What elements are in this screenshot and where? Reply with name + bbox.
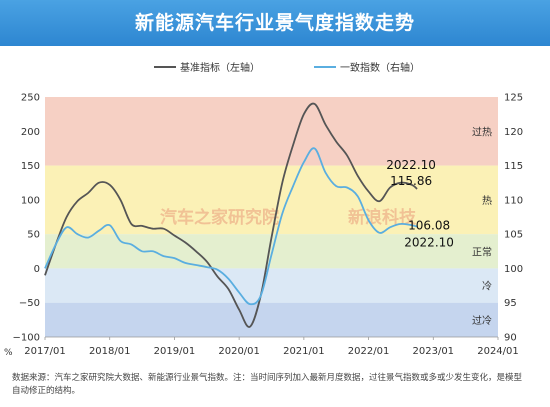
right-tick-label-6: 120: [504, 127, 523, 138]
annotation-consistent-date: 2022.10: [404, 236, 454, 250]
left-tick-label-4: 100: [21, 195, 40, 206]
zone-band-4: [45, 302, 498, 337]
legend-label-1: 一致指数（右轴）: [340, 61, 420, 74]
left-tick-label-2: 0: [34, 264, 40, 275]
x-tick-label-7: 2024/01: [477, 346, 519, 357]
left-tick-label-7: 250: [21, 93, 40, 104]
annotation-layer: 2022.10 115.86 106.08 2022.10: [386, 158, 454, 250]
x-tick-label-6: 2023/01: [413, 346, 455, 357]
left-axis-unit: %: [4, 348, 13, 358]
series-line-1: [44, 147, 418, 306]
zone-label-4: 过冷: [472, 314, 492, 327]
left-tick-label-3: 50: [27, 230, 40, 241]
zone-band-3: [45, 268, 498, 303]
legend-layer: 基准指标（左轴） 一致指数（右轴）: [154, 61, 420, 74]
right-tick-label-2: 100: [504, 264, 523, 275]
x-tick-label-5: 2022/01: [348, 346, 390, 357]
series-line-0: [44, 102, 418, 328]
zone-label-0: 过热: [472, 125, 492, 138]
right-tick-label-5: 115: [504, 161, 523, 172]
zone-label-3: 冷: [482, 280, 492, 293]
x-tick-label-2: 2019/01: [154, 346, 196, 357]
footnote-line-1: 数据来源：汽车之家研究院大数据、新能源行业景气指数。注：当时间序列加入最新月度数…: [12, 373, 523, 383]
chart-title: 新能源汽车行业景气度指数走势: [0, 0, 550, 46]
zone-band-0: [45, 97, 498, 166]
right-tick-label-3: 105: [504, 230, 523, 241]
zone-label-2: 正常: [472, 245, 492, 258]
left-tick-label-0: −100: [13, 333, 40, 344]
left-tick-label-6: 200: [21, 127, 40, 138]
footnote-line-2: 自动修正的结构。: [12, 386, 81, 396]
right-tick-label-7: 125: [504, 93, 523, 104]
x-tick-label-0: 2017/01: [24, 346, 66, 357]
annotation-consistent-value: 106.08: [408, 219, 450, 233]
right-tick-label-4: 110: [504, 195, 523, 206]
axes-layer: −100 −50 0 50 100 150 200 250% 90 95 100 105 110 115 1…: [4, 93, 523, 359]
right-tick-label-0: 90: [504, 333, 517, 344]
zone-label-1: 热: [482, 194, 492, 207]
left-tick-label-1: −50: [19, 298, 40, 309]
x-tick-label-1: 2018/01: [89, 346, 131, 357]
left-tick-label-5: 150: [21, 161, 40, 172]
series-layer: [44, 102, 418, 328]
legend-label-0: 基准指标（左轴）: [180, 61, 260, 74]
watermark-left: 汽车之家研究院: [160, 207, 279, 228]
right-tick-label-1: 95: [504, 298, 517, 309]
annotation-base-date: 2022.10: [386, 158, 436, 172]
x-tick-label-4: 2021/01: [283, 346, 325, 357]
annotation-base-value: 115.86: [390, 174, 432, 188]
footnote: 数据来源：汽车之家研究院大数据、新能源行业景气指数。注：当时间序列加入最新月度数…: [12, 372, 542, 398]
x-tick-label-3: 2020/01: [218, 346, 260, 357]
